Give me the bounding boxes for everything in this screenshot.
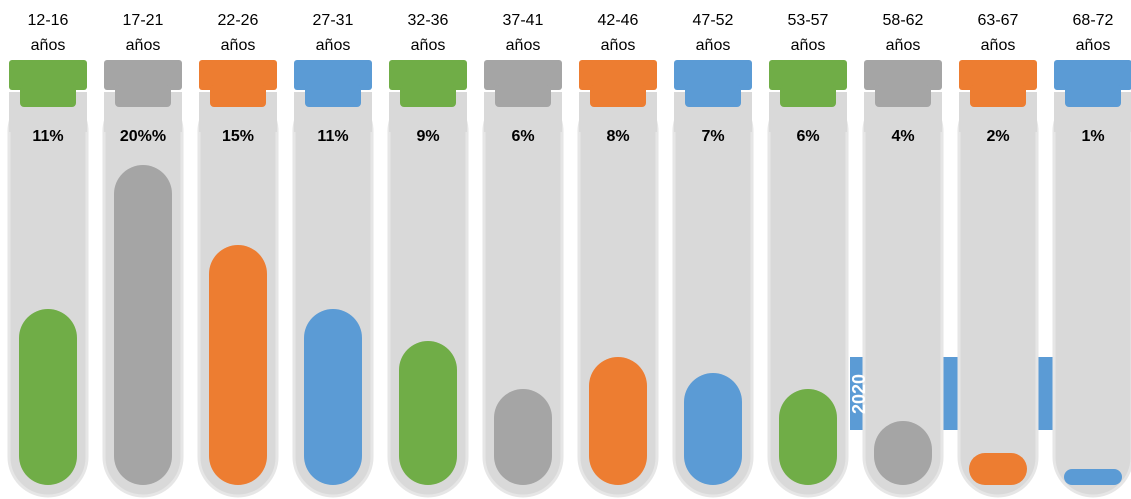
cap — [769, 60, 847, 90]
value-label: 7% — [701, 128, 724, 145]
cap-tab — [305, 85, 361, 107]
value-label: 2% — [986, 128, 1009, 145]
bar — [969, 453, 1027, 485]
value-label: 11% — [317, 128, 348, 145]
bar — [304, 309, 362, 485]
cap-tab — [20, 85, 76, 107]
cap — [294, 60, 372, 90]
tube — [957, 90, 1039, 498]
cap — [104, 60, 182, 90]
bar — [209, 245, 267, 485]
cap-tab — [875, 85, 931, 107]
category-label: 22-26 años — [217, 12, 259, 54]
category-label: 58-62 años — [882, 12, 924, 54]
category-label: 68-72 años — [1072, 12, 1114, 54]
category-label: 63-67 años — [977, 12, 1019, 54]
category-label: 27-31 años — [312, 12, 354, 54]
bar — [874, 421, 932, 485]
cap — [484, 60, 562, 90]
bar — [589, 357, 647, 485]
bar — [684, 373, 742, 485]
cap-tab — [685, 85, 741, 107]
value-label: 1% — [1081, 128, 1104, 145]
value-label: 6% — [511, 128, 534, 145]
cap — [864, 60, 942, 90]
cap-tab — [495, 85, 551, 107]
value-label: 4% — [891, 128, 914, 145]
bar — [494, 389, 552, 485]
value-label: 15% — [222, 128, 254, 145]
value-label: 20%% — [120, 128, 166, 145]
cap — [579, 60, 657, 90]
category-label: 32-36 años — [407, 12, 449, 54]
cap — [959, 60, 1037, 90]
cap-tab — [210, 85, 266, 107]
value-label: 9% — [416, 128, 439, 145]
cap — [674, 60, 752, 90]
category-label: 17-21 años — [122, 12, 164, 54]
bar — [1064, 469, 1122, 485]
cap-tab — [780, 85, 836, 107]
cap — [1054, 60, 1131, 90]
category-label: 37-41 años — [502, 12, 544, 54]
value-label: 6% — [796, 128, 819, 145]
bar — [399, 341, 457, 485]
bar — [779, 389, 837, 485]
cap-tab — [970, 85, 1026, 107]
bar — [19, 309, 77, 485]
cap-tab — [400, 85, 456, 107]
cap-tab — [1065, 85, 1121, 107]
cap — [389, 60, 467, 90]
value-label: 11% — [32, 128, 63, 145]
tube — [1052, 90, 1131, 498]
year-label: 2020 — [849, 374, 869, 414]
value-label: 8% — [606, 128, 629, 145]
category-label: 53-57 años — [787, 12, 829, 54]
cap-tab — [115, 85, 171, 107]
category-label: 12-16 años — [27, 12, 69, 54]
category-label: 42-46 años — [597, 12, 639, 54]
cap-tab — [590, 85, 646, 107]
cap — [9, 60, 87, 90]
category-label: 47-52 años — [692, 12, 734, 54]
cap — [199, 60, 277, 90]
bar — [114, 165, 172, 485]
